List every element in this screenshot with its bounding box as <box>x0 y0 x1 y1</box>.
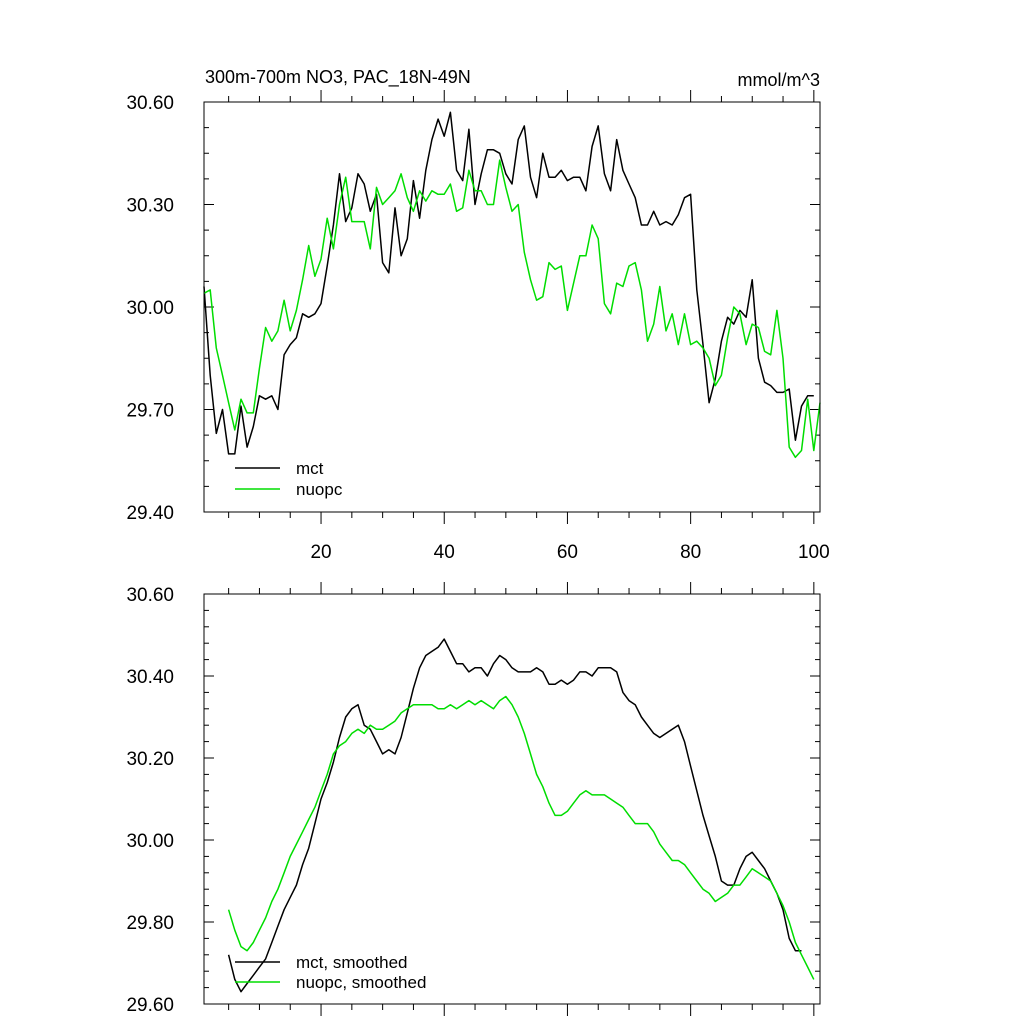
series-line-nuopc-smoothed <box>227 695 815 980</box>
y-tick-label: 30.20 <box>126 749 174 770</box>
top-panel-series <box>203 111 821 459</box>
bottom-panel-series <box>227 638 815 993</box>
top-plot-frame <box>203 101 821 513</box>
y-tick-label: 29.80 <box>126 913 174 934</box>
bottom-panel-legend: mct, smoothed nuopc, smoothed <box>235 953 426 992</box>
y-tick-label: 29.70 <box>126 401 174 422</box>
legend-label-nuopc: nuopc <box>296 480 343 499</box>
bottom-plot-frame <box>203 593 821 1005</box>
legend-label-mct-smoothed: mct, smoothed <box>296 953 408 972</box>
y-tick-label: 29.40 <box>126 503 174 524</box>
y-tick-label: 30.60 <box>126 585 174 606</box>
y-tick-label: 30.40 <box>126 667 174 688</box>
x-tick-label: 100 <box>798 542 830 563</box>
series-line-mct <box>203 111 814 455</box>
bottom-panel: 29.60 29.80 30.00 30.20 30.40 30.60 mct, smoo… <box>126 582 821 1016</box>
y-tick-label: 30.60 <box>126 93 174 114</box>
y-tick-label: 30.30 <box>126 196 174 217</box>
y-tick-label: 30.00 <box>126 298 174 319</box>
x-tick-label: 60 <box>557 542 578 563</box>
x-tick-label: 80 <box>680 542 701 563</box>
top-panel-legend: mct nuopc <box>235 459 343 499</box>
legend-label-mct: mct <box>296 459 324 478</box>
top-panel: 300m-700m NO3, PAC_18N-49N mmol/m^3 29.4… <box>126 67 829 563</box>
units-label: mmol/m^3 <box>738 70 820 90</box>
legend-label-nuopc-smoothed: nuopc, smoothed <box>296 973 426 992</box>
x-tick-label: 40 <box>434 542 455 563</box>
chart-title: 300m-700m NO3, PAC_18N-49N <box>205 67 471 88</box>
y-tick-label: 29.60 <box>126 995 174 1016</box>
x-tick-label: 20 <box>310 542 331 563</box>
bottom-panel-ticks: 29.60 29.80 30.00 30.20 30.40 30.60 <box>126 582 820 1016</box>
series-line-mct-smoothed <box>227 638 802 993</box>
top-panel-ticks: 29.40 29.70 30.00 30.30 30.60 20 40 60 80 100 <box>126 90 830 563</box>
series-line-nuopc <box>203 159 821 459</box>
y-tick-label: 30.00 <box>126 831 174 852</box>
